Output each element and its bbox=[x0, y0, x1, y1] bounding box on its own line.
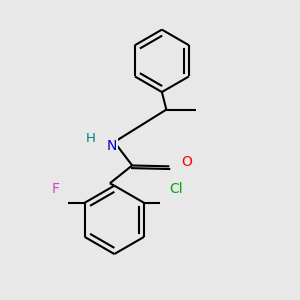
Text: O: O bbox=[181, 155, 192, 170]
Text: N: N bbox=[107, 139, 117, 153]
Text: Cl: Cl bbox=[169, 182, 183, 196]
Text: H: H bbox=[86, 132, 96, 145]
Text: F: F bbox=[51, 182, 59, 196]
